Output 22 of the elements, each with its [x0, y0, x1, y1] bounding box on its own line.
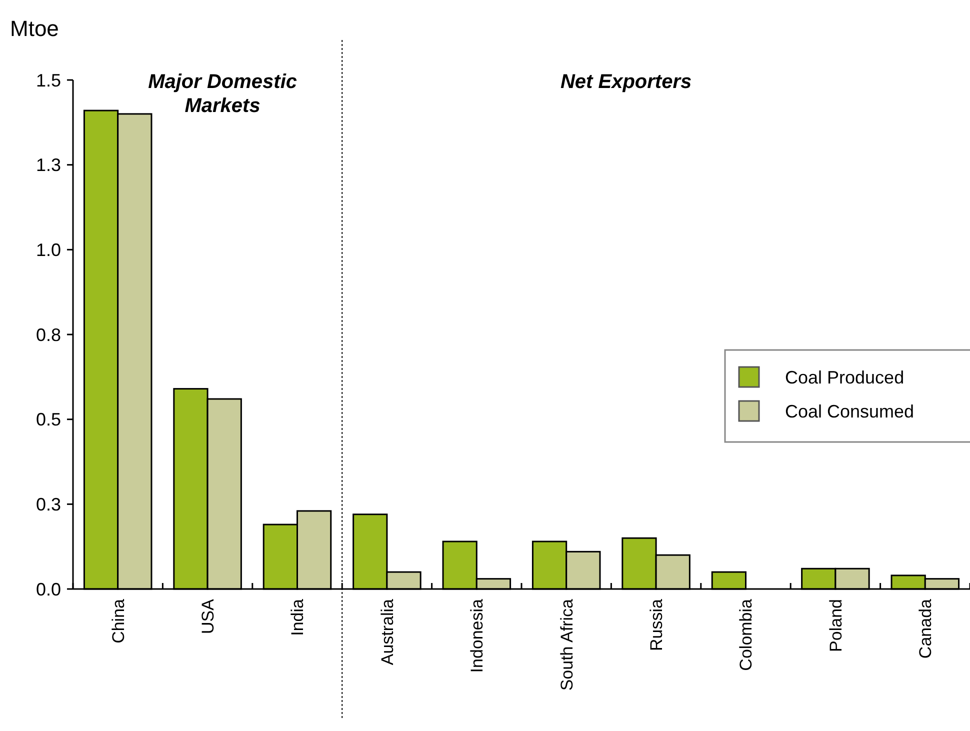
x-tick-label: South Africa: [557, 598, 576, 691]
y-tick-label: 1.3: [36, 155, 61, 176]
x-tick-label: Russia: [647, 598, 666, 651]
x-tick-label: Poland: [826, 599, 846, 652]
y-tick-label: 0.8: [36, 324, 61, 345]
annotation: Net Exporters: [560, 71, 692, 93]
x-tick-label: Indonesia: [468, 598, 487, 673]
y-tick-label: 0.3: [36, 494, 61, 514]
y-tick-label: 0.5: [36, 410, 61, 430]
x-tick-label: USA: [198, 598, 218, 634]
legend-label: Coal Consumed: [785, 401, 914, 422]
y-axis-title: Mtoe: [10, 16, 59, 41]
y-tick-label: 1.0: [36, 240, 61, 260]
annotation: Major Domestic Markets: [148, 71, 298, 117]
y-tick-label: 0.0: [36, 579, 61, 600]
x-tick-label: Colombia: [736, 598, 756, 671]
y-tick-label: 1.5: [36, 70, 61, 90]
x-tick-label: Canada: [916, 598, 936, 659]
x-tick-label: Australia: [378, 598, 397, 666]
x-tick-label: India: [288, 598, 308, 636]
legend-label: Coal Produced: [785, 367, 904, 388]
x-tick-label: China: [108, 598, 128, 644]
